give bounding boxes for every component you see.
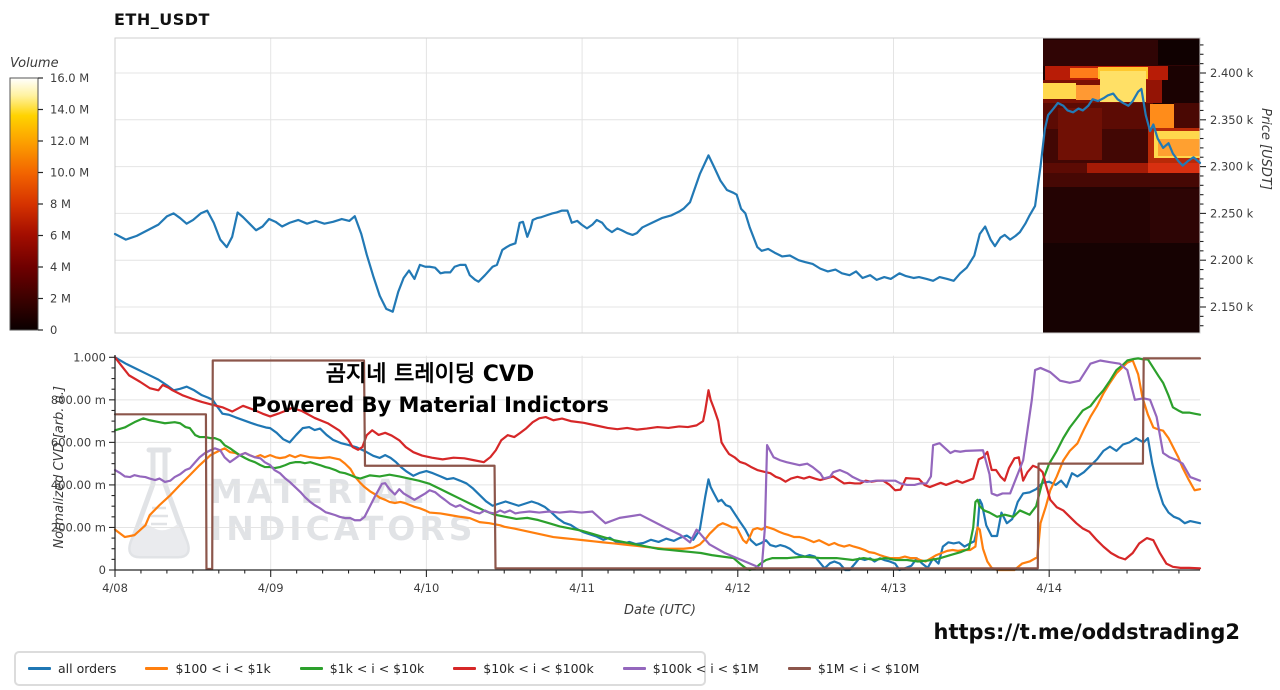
svg-text:400.00 m: 400.00 m xyxy=(51,478,106,492)
legend: all orders $100 < i < $1k $1k < i < $10k $1… xyxy=(14,651,919,686)
legend-label: $1k < i < $10k xyxy=(329,661,425,676)
price-axis-title: Price [USDT] xyxy=(1258,108,1273,190)
svg-text:4/08: 4/08 xyxy=(102,581,128,595)
legend-swatch-icon xyxy=(299,667,323,670)
svg-text:2.350 k: 2.350 k xyxy=(1210,113,1254,127)
legend-swatch-icon xyxy=(622,667,646,670)
svg-text:16.0 M: 16.0 M xyxy=(50,71,89,85)
legend-item: all orders xyxy=(28,661,116,676)
overlay-caption-line2: Powered By Material Indictors xyxy=(251,392,609,417)
telegram-link[interactable]: https://t.me/oddstrading2 xyxy=(933,620,1241,644)
watermark-line1: MATERIAL xyxy=(210,472,428,511)
legend-swatch-icon xyxy=(453,667,477,670)
page-title: ETH_USDT xyxy=(114,10,210,29)
legend-label: $100 < i < $1k xyxy=(175,661,271,676)
flask-icon xyxy=(118,446,200,574)
legend-item: $10k < i < $100k xyxy=(453,661,594,676)
svg-text:4/10: 4/10 xyxy=(413,581,439,595)
svg-text:4/09: 4/09 xyxy=(258,581,284,595)
svg-text:12.0 M: 12.0 M xyxy=(50,134,89,148)
svg-text:2.250 k: 2.250 k xyxy=(1210,206,1254,220)
legend-label: all orders xyxy=(58,661,117,676)
legend-item: $100k < i < $1M xyxy=(622,661,759,676)
legend-swatch-icon xyxy=(145,667,169,670)
svg-text:6 M: 6 M xyxy=(50,229,71,243)
legend-item: $1k < i < $10k xyxy=(299,661,425,676)
svg-text:4/13: 4/13 xyxy=(881,581,907,595)
legend-label: $1M < i < $10M xyxy=(817,661,920,676)
svg-text:4/12: 4/12 xyxy=(725,581,751,595)
svg-text:0: 0 xyxy=(99,563,106,577)
svg-text:4/14: 4/14 xyxy=(1036,581,1062,595)
svg-text:14.0 M: 14.0 M xyxy=(50,103,89,117)
overlay-caption: 곰지네 트레이딩 CVD Powered By Material Indicto… xyxy=(180,360,680,419)
svg-text:0: 0 xyxy=(50,323,57,337)
date-axis-title: Date (UTC) xyxy=(624,603,696,618)
overlay-caption-line1: 곰지네 트레이딩 CVD xyxy=(325,362,535,387)
svg-text:1.000: 1.000 xyxy=(73,350,106,364)
svg-text:8 M: 8 M xyxy=(50,197,71,211)
cvd-axis-title: Normalized CVD [arb. u.] xyxy=(52,386,67,549)
svg-text:4/11: 4/11 xyxy=(569,581,595,595)
svg-text:2.200 k: 2.200 k xyxy=(1210,253,1254,267)
material-indicators-watermark: MATERIAL INDICATORS xyxy=(118,446,477,574)
svg-text:10.0 M: 10.0 M xyxy=(50,166,89,180)
colorbar-title: Volume xyxy=(10,56,59,71)
legend-swatch-icon xyxy=(28,667,51,670)
legend-item: $100 < i < $1k xyxy=(145,661,271,676)
svg-text:2 M: 2 M xyxy=(50,292,71,306)
legend-swatch-icon xyxy=(787,667,811,670)
svg-text:600.00 m: 600.00 m xyxy=(51,435,106,449)
svg-text:200.00 m: 200.00 m xyxy=(51,520,106,534)
legend-label: $100k < i < $1M xyxy=(652,661,759,676)
svg-text:2.150 k: 2.150 k xyxy=(1210,300,1254,314)
legend-item: $1M < i < $10M xyxy=(787,661,920,676)
legend-label: $10k < i < $100k xyxy=(483,661,594,676)
svg-text:2.300 k: 2.300 k xyxy=(1210,160,1254,174)
svg-text:800.00 m: 800.00 m xyxy=(51,393,106,407)
svg-text:4 M: 4 M xyxy=(50,260,71,274)
svg-text:2.400 k: 2.400 k xyxy=(1210,66,1254,80)
